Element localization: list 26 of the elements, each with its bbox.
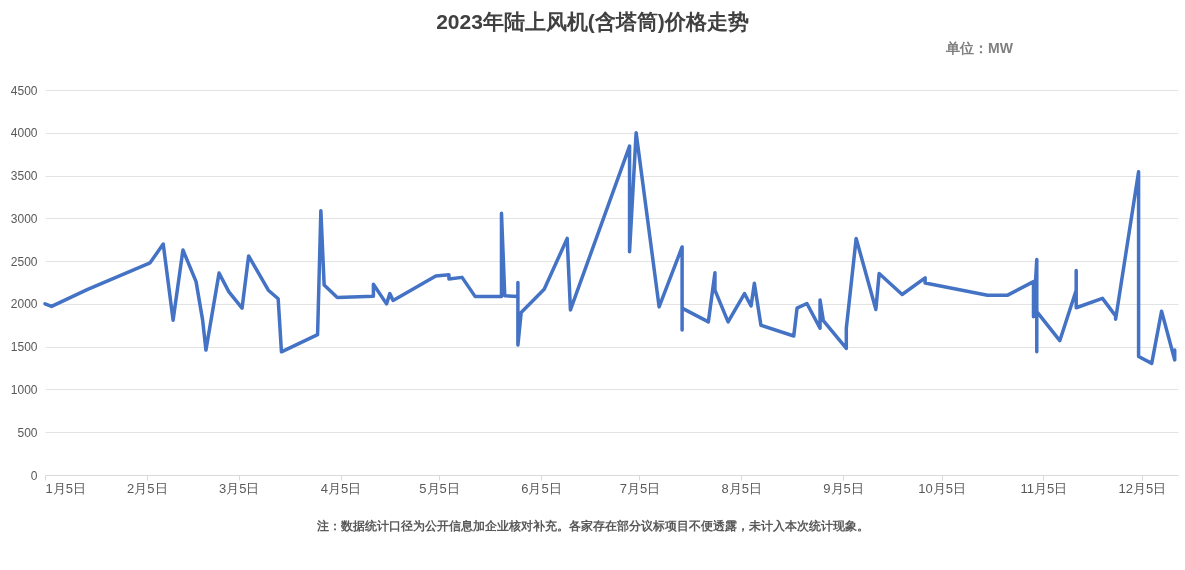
x-tick-label: 5月5日	[419, 480, 460, 496]
y-tick-label: 1000	[10, 382, 38, 397]
y-tick-label: 0	[30, 468, 38, 483]
y-tick-label: 2500	[10, 254, 38, 269]
x-tick-label: 12月5日	[1118, 480, 1167, 496]
x-tick-label: 9月5日	[823, 480, 864, 496]
x-tick-label: 10月5日	[918, 480, 966, 496]
y-tick-label: 3000	[10, 211, 38, 226]
x-tick-label: 11月5日	[1020, 480, 1068, 496]
y-tick-label: 1500	[10, 340, 38, 355]
line-series	[43, 131, 1177, 366]
y-tick-label: 3500	[10, 169, 38, 184]
x-tick-label: 4月5日	[320, 480, 362, 496]
x-tick-label: 7月5日	[619, 480, 661, 496]
x-tick-label: 3月5日	[219, 480, 260, 496]
chart-title: 2023年陆上风机(含塔筒)价格走势	[435, 9, 750, 35]
x-tick-label: 6月5日	[521, 480, 562, 496]
text: 注：数据统计口径为公开信息加企业核对补充。各家存在部分议标项目不便透露，未计入本次统计现象。	[315, 518, 870, 535]
y-tick-label: 4000	[10, 126, 38, 141]
x-tick-label: 2月5日	[127, 480, 168, 496]
chart-subtitle: 单位：MW	[946, 40, 1013, 58]
x-tick-label: 8月5日	[721, 480, 762, 496]
y-tick-label: 500	[17, 425, 38, 440]
y-tick-label: 2000	[10, 297, 38, 312]
y-tick-label: 4500	[10, 83, 38, 98]
x-tick-label: 1月5日	[45, 480, 86, 496]
